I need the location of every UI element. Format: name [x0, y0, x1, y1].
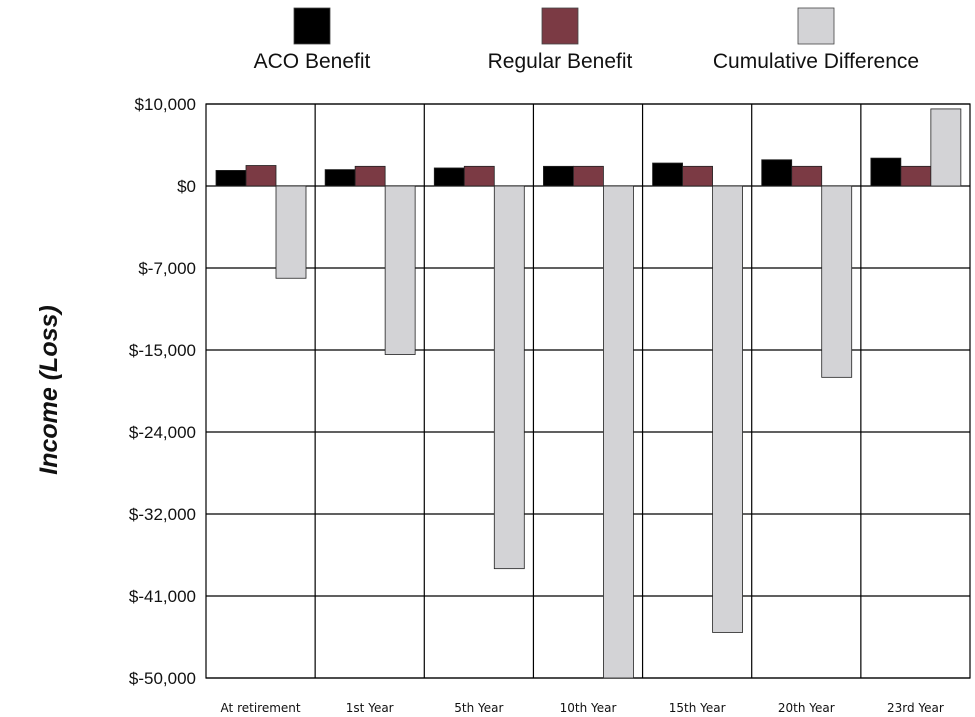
- legend: ACO Benefit Regular Benefit Cumulative Dif…: [254, 7, 919, 73]
- x-tick-label: 1st Year: [346, 701, 394, 715]
- y-tick-label: $-7,000: [138, 259, 196, 278]
- bar-aco-benefit: [652, 162, 683, 187]
- legend-swatch: [293, 7, 331, 45]
- bar-regular-benefit: [463, 165, 495, 187]
- y-tick-label: $-24,000: [129, 423, 196, 442]
- legend-swatch: [541, 7, 579, 45]
- x-tick-label: 15th Year: [669, 701, 726, 715]
- legend-label: ACO Benefit: [254, 50, 371, 73]
- bar-cumulative-difference: [930, 108, 962, 187]
- bar-regular-benefit: [791, 165, 823, 187]
- bar-cumulative-difference: [712, 185, 743, 633]
- bar-aco-benefit: [324, 169, 356, 187]
- bar-cumulative-difference: [821, 185, 853, 378]
- x-tick-label: At retirement: [221, 701, 301, 715]
- x-tick-label: 23rd Year: [887, 701, 944, 715]
- y-axis-ticks: $10,000 $0 $-7,000 $-15,000 $-24,000 $-32,000…: [129, 95, 196, 688]
- bar-regular-benefit: [900, 165, 932, 187]
- y-tick-label: $-50,000: [129, 669, 196, 688]
- legend-label: Regular Benefit: [488, 50, 633, 73]
- legend-label: Cumulative Difference: [713, 50, 919, 73]
- bar-cumulative-difference: [275, 185, 307, 279]
- bar-cumulative-difference: [493, 185, 525, 570]
- bar-aco-benefit: [433, 167, 465, 187]
- legend-swatch: [797, 7, 835, 45]
- bar-cumulative-difference: [384, 185, 416, 355]
- y-tick-label: $0: [177, 177, 196, 196]
- bar-regular-benefit: [245, 165, 277, 187]
- y-tick-label: $-32,000: [129, 505, 196, 524]
- y-tick-label: $-41,000: [129, 587, 196, 606]
- y-tick-label: $10,000: [135, 95, 196, 114]
- bar-regular-benefit: [682, 165, 713, 187]
- x-tick-label: 5th Year: [454, 701, 503, 715]
- bar-aco-benefit: [870, 157, 902, 187]
- bar-aco-benefit: [761, 159, 793, 187]
- bar-regular-benefit: [354, 165, 386, 187]
- x-tick-label: 20th Year: [778, 701, 835, 715]
- grid: [205, 103, 971, 679]
- bars: [215, 108, 962, 679]
- y-tick-label: $-15,000: [129, 341, 196, 360]
- bar-regular-benefit: [573, 165, 604, 187]
- plot-frame: [205, 103, 971, 679]
- y-axis-label: Income (Loss): [35, 305, 63, 474]
- bar-cumulative-difference: [603, 185, 634, 679]
- bar-aco-benefit: [543, 165, 574, 187]
- bar-aco-benefit: [215, 170, 247, 187]
- x-axis-ticks: At retirement 1st Year 5th Year 10th Year 15…: [221, 701, 944, 715]
- x-tick-label: 10th Year: [560, 701, 617, 715]
